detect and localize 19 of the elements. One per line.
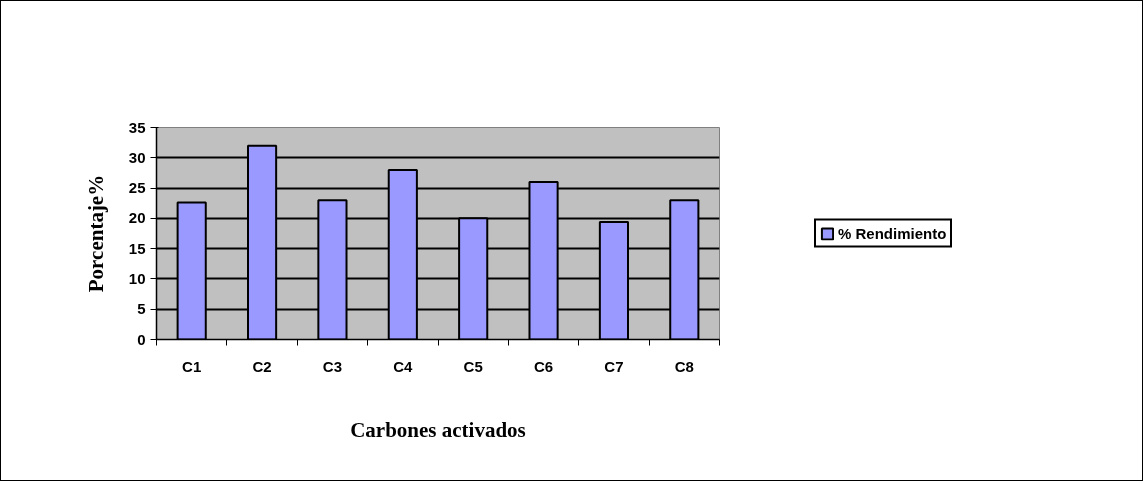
y-tick-label: 0 (137, 330, 146, 348)
y-tick-label: 25 (128, 179, 146, 197)
y-tick-label: 30 (128, 148, 146, 166)
x-tick-label: C6 (533, 357, 554, 375)
y-tick-label: 15 (128, 239, 146, 257)
x-tick-label: C3 (322, 357, 343, 375)
y-tick-label: 20 (128, 209, 146, 227)
x-tick-label: C7 (604, 357, 624, 375)
legend-label: % Rendimiento (838, 224, 947, 242)
x-tick-label: C1 (182, 357, 202, 375)
x-tick-label: C4 (393, 357, 414, 375)
y-tick-label: 35 (128, 118, 146, 136)
y-tick-label: 10 (128, 269, 146, 287)
x-tick-label: C8 (674, 357, 694, 375)
x-tick-label: C2 (252, 357, 272, 375)
y-tick-label: 5 (137, 300, 146, 318)
y-axis-title: Porcentaje% (83, 174, 108, 293)
x-tick-label: C5 (463, 357, 483, 375)
x-axis-title: Carbones activados (350, 417, 526, 442)
